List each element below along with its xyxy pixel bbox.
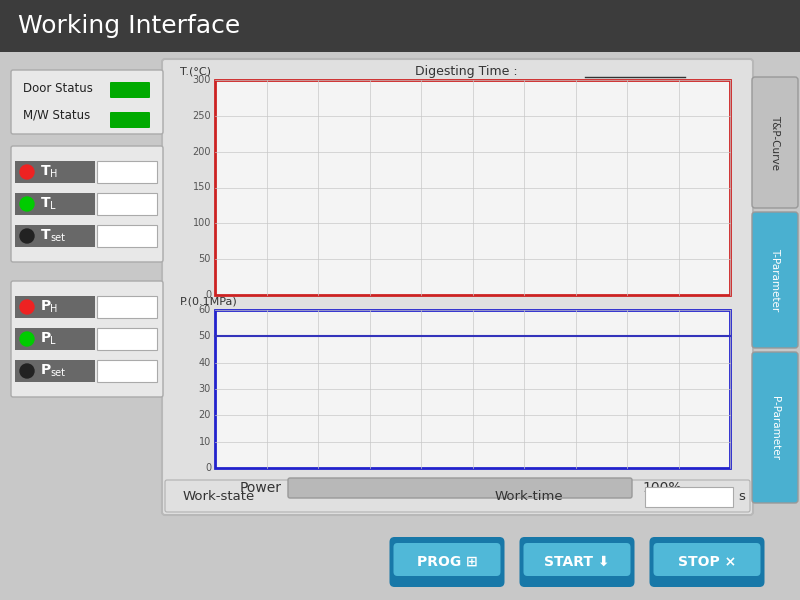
Text: 60: 60 [198,305,211,315]
FancyBboxPatch shape [162,59,753,515]
Text: 50: 50 [198,254,211,264]
Text: L: L [50,201,55,211]
Bar [15,225,95,247]
Text: 300: 300 [193,75,211,85]
Bar [97,328,157,350]
Text: s: s [738,491,745,503]
Text: P: P [41,299,51,313]
Bar [97,161,157,183]
Bar [215,310,730,468]
Text: 50: 50 [198,331,211,341]
Bar [97,225,157,247]
Text: H: H [50,304,58,314]
FancyBboxPatch shape [650,537,765,587]
FancyBboxPatch shape [390,537,505,587]
FancyBboxPatch shape [11,146,163,262]
Text: 40: 40 [198,358,211,368]
Text: Working Interface: Working Interface [18,14,240,38]
Text: 200: 200 [193,146,211,157]
Text: T: T [41,164,50,178]
Circle shape [20,332,34,346]
Text: 0: 0 [205,463,211,473]
Bar [15,360,95,382]
Text: START ⬇: START ⬇ [544,555,610,569]
Bar [15,296,95,318]
FancyBboxPatch shape [752,352,798,503]
Bar [15,193,95,215]
Text: H: H [50,169,58,179]
Text: 150: 150 [193,182,211,193]
Bar [15,328,95,350]
Text: P: P [41,331,51,345]
Bar [97,193,157,215]
Text: L: L [50,336,55,346]
Bar [97,296,157,318]
Text: Work-time: Work-time [495,491,564,503]
Circle shape [20,197,34,211]
Text: Digesting Time :: Digesting Time : [415,65,518,79]
Bar [215,80,730,295]
Text: P: P [41,363,51,377]
Text: 250: 250 [192,111,211,121]
Text: T: T [41,228,50,242]
Text: 100%: 100% [642,481,682,495]
Text: T-Parameter: T-Parameter [770,248,780,311]
FancyBboxPatch shape [394,543,501,576]
FancyBboxPatch shape [519,537,634,587]
Text: 20: 20 [198,410,211,421]
Text: 10: 10 [198,437,211,446]
FancyBboxPatch shape [752,212,798,348]
Text: P-Parameter: P-Parameter [770,395,780,460]
Text: set: set [50,368,65,378]
Text: T: T [41,196,50,210]
Text: 100: 100 [193,218,211,229]
Circle shape [20,364,34,378]
Bar [645,487,733,507]
Text: P.(0.1MPa): P.(0.1MPa) [180,297,238,307]
Bar [97,360,157,382]
FancyBboxPatch shape [523,543,630,576]
FancyBboxPatch shape [11,281,163,397]
FancyBboxPatch shape [654,543,761,576]
Text: 0: 0 [205,290,211,300]
Circle shape [20,300,34,314]
Text: T.(°C): T.(°C) [180,67,211,77]
FancyBboxPatch shape [110,82,150,98]
Text: Work-state: Work-state [183,491,255,503]
Circle shape [20,165,34,179]
Bar [0,0,800,52]
Circle shape [20,229,34,243]
Text: set: set [50,233,65,243]
Text: Power: Power [240,481,282,495]
Text: T&P-Curve: T&P-Curve [770,115,780,170]
Text: Door Status: Door Status [23,82,93,95]
Text: M/W Status: M/W Status [23,109,90,121]
FancyBboxPatch shape [110,112,150,128]
FancyBboxPatch shape [165,480,750,512]
Text: PROG ⊞: PROG ⊞ [417,555,478,569]
FancyBboxPatch shape [288,478,632,498]
FancyBboxPatch shape [752,77,798,208]
Text: STOP ×: STOP × [678,555,736,569]
FancyBboxPatch shape [11,70,163,134]
Bar [15,161,95,183]
Text: 30: 30 [198,384,211,394]
